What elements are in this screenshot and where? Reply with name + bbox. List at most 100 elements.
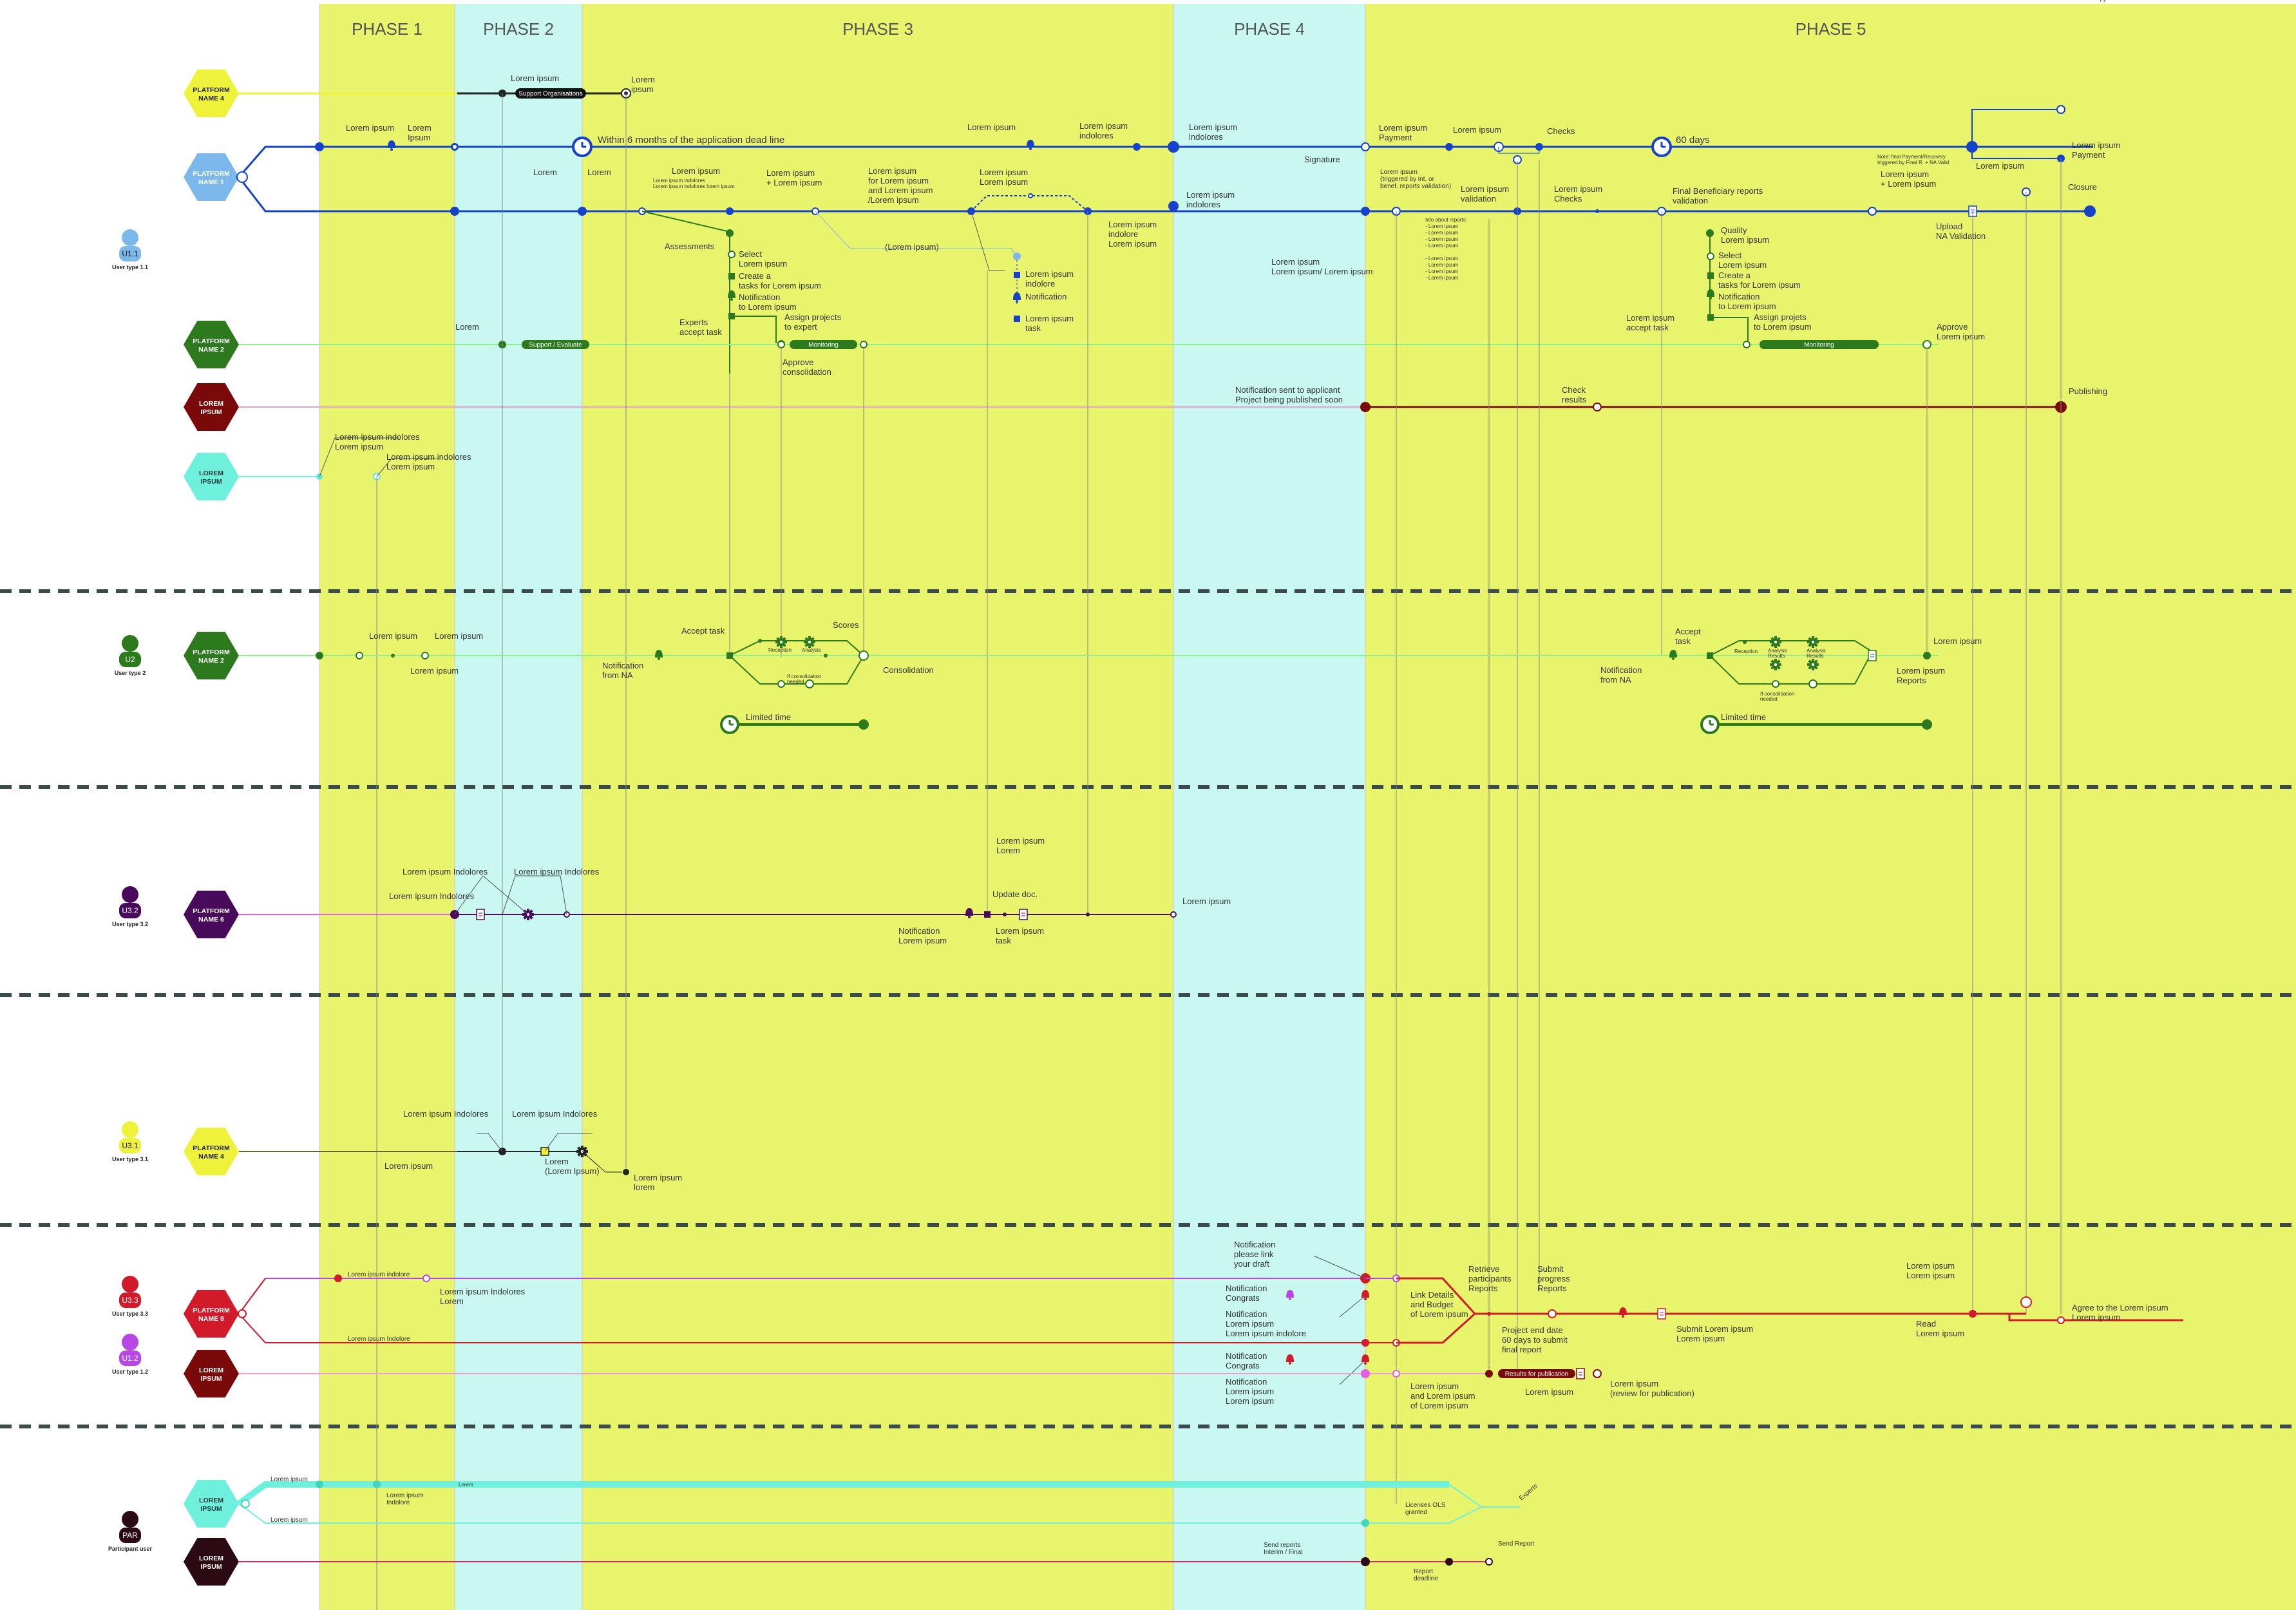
label: Lorem ipsum	[996, 836, 1045, 846]
node-dot	[1133, 143, 1141, 151]
gear-icon	[1807, 659, 1819, 670]
label: Reports	[1468, 1283, 1498, 1293]
label: Lorem ipsum indolores	[386, 452, 471, 462]
label: Lorem	[533, 167, 557, 177]
label: Interim / Final	[1264, 1549, 1303, 1556]
document-icon	[1019, 909, 1028, 920]
node-dot	[824, 654, 828, 658]
label: Analysis	[802, 647, 821, 653]
label: Notification	[602, 661, 643, 670]
node-ring	[1593, 1369, 1602, 1378]
bell-icon-clapper	[1709, 297, 1712, 299]
support-organisations-pill-text: Support Organisations	[518, 91, 583, 98]
connector	[454, 875, 529, 915]
user-avatar-body	[119, 1293, 141, 1308]
label: If consolidation	[787, 674, 821, 679]
label: Lorem ipsum	[1079, 121, 1128, 131]
label: indolore	[1108, 229, 1138, 239]
connector	[319, 437, 399, 477]
label: Report	[1414, 1568, 1433, 1575]
label: Ipsum	[408, 133, 430, 142]
label: lorem	[634, 1182, 655, 1192]
platform-label: PLATFORM	[193, 907, 230, 915]
bell-icon	[1361, 1290, 1369, 1300]
user-type-label: User type 3.3	[112, 1311, 148, 1317]
label: Lorem ipsum	[1108, 220, 1157, 229]
bell-icon-clapper	[1029, 147, 1032, 150]
bell-icon-clapper	[1364, 1362, 1367, 1365]
bell-icon	[728, 290, 735, 301]
label: validation	[1461, 194, 1496, 204]
bell-icon-clapper	[1289, 1362, 1291, 1365]
label: Notification	[1226, 1377, 1267, 1387]
label: Lorem ipsum	[2072, 0, 2120, 2]
gear-icon	[775, 636, 787, 648]
label: Congrats	[1226, 1293, 1260, 1303]
label: (triggered by int. or	[1380, 176, 1435, 183]
bell-icon	[1619, 1307, 1627, 1318]
label: Lorem ipsum	[1937, 332, 1985, 341]
platform-label: NAME 2	[198, 657, 224, 665]
label: granted	[1405, 1509, 1427, 1516]
label: Select	[739, 249, 763, 259]
label: Lorem ipsum	[980, 167, 1028, 177]
user-code: U2	[125, 655, 135, 664]
label: Submit Lorem ipsum	[1676, 1324, 1753, 1334]
node-dot	[450, 207, 459, 216]
label: Notification	[1226, 1283, 1267, 1293]
label: 60 days	[1676, 135, 1710, 146]
label: Lorem ipsum	[1721, 235, 1769, 245]
node-dot	[1168, 201, 1179, 211]
platform-hexagon	[184, 383, 239, 431]
gear-icon	[1770, 659, 1781, 670]
label: Lorem ipsum	[2072, 1312, 2120, 1322]
label: Lorem ipsum Indolores	[440, 1287, 526, 1296]
label: Lorem ipsum indolores lorem ipsum	[653, 184, 735, 189]
label: Lorem ipsum	[672, 166, 720, 176]
label: Congrats	[1226, 1361, 1260, 1370]
node-dot	[1361, 1519, 1369, 1527]
label: Lorem ipsum	[1025, 314, 1074, 323]
label: Lorem ipsum	[410, 666, 459, 676]
monitoring-pill-text: Monitoring	[1804, 342, 1834, 349]
user-code: U1.1	[122, 249, 138, 258]
label: Recovery	[2072, 0, 2107, 2]
label: If consolidation	[1760, 691, 1794, 697]
label: - Lorem ipsum	[1425, 230, 1458, 236]
label: Lorem ipsum	[1554, 184, 1602, 194]
label: accept task	[679, 327, 722, 337]
node-dot	[373, 1481, 381, 1488]
bell-icon-body	[965, 908, 973, 916]
document-icon-body	[1657, 1308, 1666, 1320]
label: and Lorem ipsum	[868, 185, 933, 195]
label: Lorem ipsum	[967, 122, 1016, 132]
platform-hexagon	[184, 453, 239, 500]
user-u3-2	[119, 886, 141, 918]
label: your draft	[1234, 1259, 1269, 1269]
label: Notification	[1234, 1240, 1275, 1249]
node-dot	[1923, 652, 1931, 659]
user-avatar-body	[119, 1528, 141, 1543]
label: Lorem ipsum	[386, 1492, 424, 1499]
label: Lorem	[631, 75, 655, 84]
label: Lorem ipsum	[1897, 666, 1945, 676]
label: Notification	[1025, 292, 1067, 301]
label: Quality	[1721, 225, 1747, 235]
phase-title: PHASE 3	[842, 19, 913, 39]
label: for Lorem ipsum	[868, 176, 929, 185]
label: ipsum	[631, 84, 654, 94]
label: Lorem ipsum Indolores	[403, 867, 488, 876]
label: Within 6 months of the application dead …	[598, 135, 784, 146]
label: Lorem ipsum	[2072, 140, 2120, 150]
label: Lorem	[408, 123, 432, 133]
bell-icon-clapper	[1016, 300, 1018, 303]
label: - Lorem ipsum	[1425, 243, 1458, 249]
platform-hexagon	[184, 1128, 239, 1175]
platform-label: NAME 6	[198, 916, 224, 923]
user-avatar-head	[122, 886, 138, 903]
label: Accept task	[681, 626, 725, 636]
participant-cyan-flow	[1448, 1506, 1482, 1524]
label: of Lorem ipsum	[1410, 1309, 1468, 1319]
agree-flow	[2008, 1314, 2183, 1321]
label: Select	[1718, 251, 1742, 260]
